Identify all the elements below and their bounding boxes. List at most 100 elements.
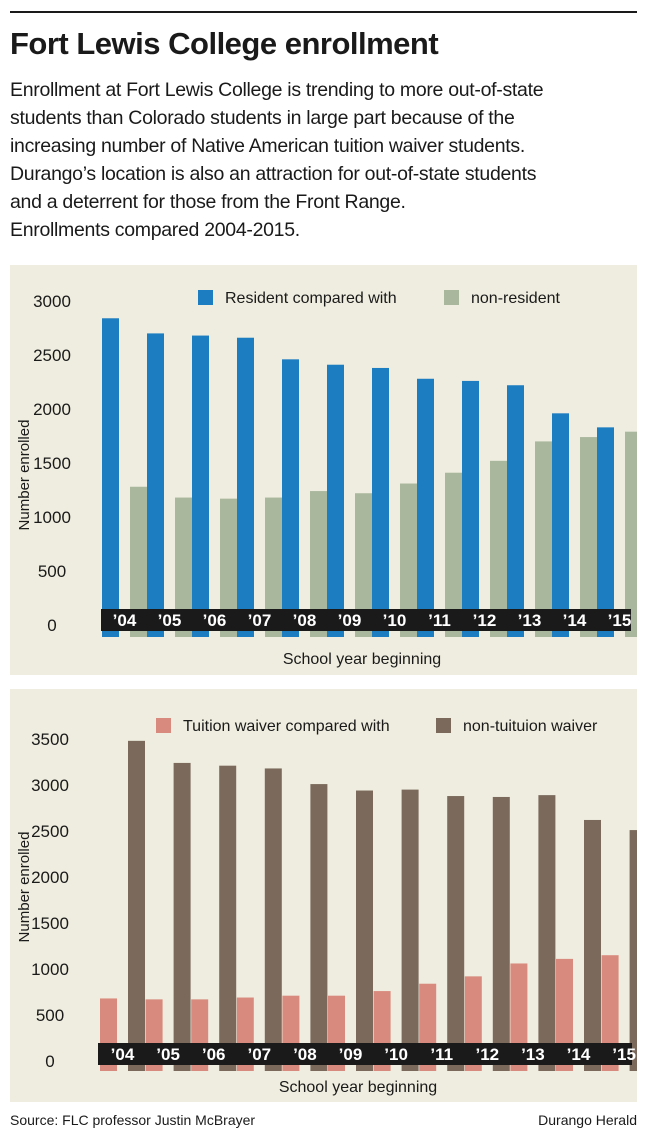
x-tick-label: ’09 [339, 1045, 363, 1064]
y-tick-label: 3000 [31, 776, 69, 795]
bar-series-2 [538, 795, 556, 1071]
bar-series-2 [356, 790, 373, 1071]
bar-series-2 [492, 796, 510, 1071]
category-strip [101, 609, 631, 631]
y-tick-label: 1000 [33, 508, 71, 527]
x-tick-label: ’07 [247, 1045, 271, 1064]
y-tick-label: 1500 [33, 454, 71, 473]
y-tick-label: 3500 [31, 730, 69, 749]
bar-series-2 [445, 472, 462, 637]
x-tick-label: ’06 [202, 1045, 226, 1064]
y-tick-label: 3000 [33, 292, 71, 311]
y-tick-label: 0 [47, 616, 56, 635]
bar-series-2 [625, 431, 637, 637]
bar-series-2 [175, 497, 192, 637]
bar-series-1 [237, 337, 254, 637]
bar-series-1 [462, 380, 479, 637]
x-tick-label: ’13 [518, 611, 542, 630]
x-tick-label: ’04 [111, 1045, 135, 1064]
bar-series-1 [282, 359, 299, 637]
bar-series-2 [130, 486, 147, 637]
y-axis-label: Number enrolled [16, 832, 33, 943]
bar-series-2 [535, 441, 552, 637]
bar-series-2 [447, 796, 465, 1071]
bar-series-2 [355, 493, 372, 637]
page-title: Fort Lewis College enrollment [10, 26, 439, 61]
resident-enrollment-chart: Number enrolled 0 500 1000 1500 2000 2500 3000 R… [16, 290, 637, 668]
legend-swatch [444, 290, 459, 305]
x-tick-label: ’15 [612, 1045, 636, 1064]
x-tick-label: ’10 [384, 1045, 408, 1064]
bar-series-1 [102, 318, 119, 637]
y-tick-label: 500 [38, 562, 66, 581]
bar-series-2 [310, 784, 328, 1071]
x-tick-label: ’15 [608, 611, 632, 630]
description-line: and a deterrent for those from the Front… [10, 191, 406, 213]
bar-series-1 [507, 385, 524, 637]
y-tick-label: 1000 [31, 960, 69, 979]
bar-series-2 [220, 498, 237, 637]
source-note: Source: FLC professor Justin McBrayer [10, 1112, 256, 1128]
y-axis-label: Number enrolled [16, 420, 33, 531]
x-axis-label: School year beginning [279, 1079, 437, 1096]
x-tick-label: ’08 [293, 611, 317, 630]
legend-swatch [198, 290, 213, 305]
bar-series-1 [327, 364, 344, 637]
bar-series-2 [128, 740, 145, 1071]
description-line: students than Colorado students in large… [10, 107, 515, 129]
bar-series-1 [192, 335, 209, 637]
description-line: Enrollment at Fort Lewis College is tren… [10, 79, 544, 101]
x-tick-label: ’05 [158, 611, 182, 630]
x-tick-label: ’09 [338, 611, 362, 630]
publisher-credit: Durango Herald [538, 1112, 637, 1128]
bar-series-2 [629, 830, 637, 1071]
x-tick-label: ’08 [293, 1045, 317, 1064]
legend-label: Tuition waiver compared with [183, 718, 390, 735]
x-axis-label: School year beginning [283, 651, 441, 668]
bar-series-1 [372, 367, 389, 637]
x-tick-label: ’14 [567, 1045, 591, 1064]
category-strip [98, 1043, 632, 1065]
bar-series-2 [580, 437, 597, 637]
x-tick-label: ’12 [473, 611, 497, 630]
legend-label: non-tuituion waiver [463, 718, 598, 735]
bar-series-1 [556, 958, 573, 1071]
resident-chart-panel: Number enrolled 0 500 1000 1500 2000 2500 3000 R… [10, 265, 637, 675]
y-tick-label: 1500 [31, 914, 69, 933]
description: Enrollment at Fort Lewis College is tren… [10, 76, 637, 244]
bar-series-1 [552, 413, 569, 637]
legend-label: Resident compared with [225, 290, 397, 307]
bar-series-2 [401, 789, 419, 1071]
y-tick-label: 2000 [31, 868, 69, 887]
tuition-waiver-chart-panel: Number enrolled 0 500 1000 1500 2000 2500 3000 3… [10, 689, 637, 1102]
bar-series-2 [264, 768, 282, 1071]
top-rule [10, 11, 637, 13]
description-line: Enrollments compared 2004-2015. [10, 219, 300, 241]
x-tick-label: ’10 [383, 611, 407, 630]
legend-swatch [436, 718, 451, 733]
x-tick-label: ’06 [203, 611, 227, 630]
bar-series-2 [490, 460, 507, 637]
x-tick-label: ’11 [428, 611, 451, 630]
legend-label: non-resident [471, 290, 561, 307]
bar-series-1 [417, 378, 434, 637]
legend-swatch [156, 718, 171, 733]
y-tick-label: 2000 [33, 400, 71, 419]
y-tick-label: 500 [36, 1006, 64, 1025]
x-tick-label: ’07 [248, 611, 272, 630]
y-tick-label: 2500 [33, 346, 71, 365]
y-tick-label: 0 [45, 1052, 54, 1071]
bar-series-1 [147, 333, 164, 637]
bar-series-2 [173, 762, 191, 1071]
x-tick-label: ’11 [430, 1045, 453, 1064]
bar-series-2 [584, 819, 601, 1071]
description-line: increasing number of Native American tui… [10, 135, 525, 157]
description-line: Durango’s location is also an attraction… [10, 163, 537, 185]
x-tick-label: ’13 [521, 1045, 545, 1064]
x-tick-label: ’05 [156, 1045, 180, 1064]
bar-series-2 [310, 491, 327, 637]
x-tick-label: ’12 [475, 1045, 499, 1064]
y-tick-label: 2500 [31, 822, 69, 841]
x-tick-label: ’04 [113, 611, 137, 630]
bar-series-2 [265, 497, 282, 637]
